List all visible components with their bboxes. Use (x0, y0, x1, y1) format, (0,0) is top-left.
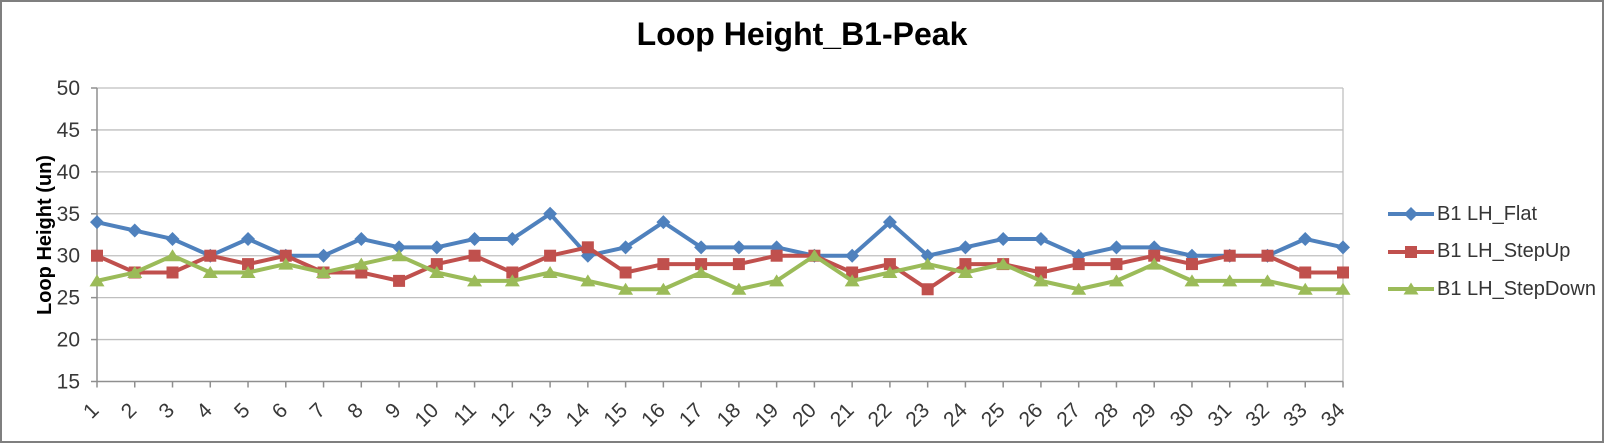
svg-text:8: 8 (343, 399, 368, 424)
legend-label: B1 LH_StepDown (1437, 277, 1596, 300)
svg-text:15: 15 (57, 371, 80, 394)
svg-text:9: 9 (381, 399, 406, 424)
svg-text:11: 11 (449, 399, 481, 431)
chart-title: Loop Height_B1-Peak (636, 16, 968, 52)
svg-text:6: 6 (268, 399, 293, 424)
svg-text:22: 22 (864, 399, 897, 432)
svg-text:13: 13 (524, 399, 557, 432)
legend: B1 LH_Flat B1 LH_StepUp B1 LH_StepDown (1388, 201, 1596, 314)
svg-text:34: 34 (1317, 399, 1350, 432)
svg-text:29: 29 (1128, 399, 1161, 432)
legend-item-stepup: B1 LH_StepUp (1388, 239, 1596, 265)
svg-text:26: 26 (1015, 399, 1048, 432)
legend-marker-stepdown-icon (1388, 282, 1434, 295)
svg-text:20: 20 (57, 329, 80, 352)
svg-text:24: 24 (939, 399, 972, 432)
svg-text:4: 4 (192, 399, 217, 424)
svg-text:16: 16 (637, 399, 670, 432)
svg-text:1: 1 (79, 399, 104, 424)
svg-text:10: 10 (411, 399, 444, 432)
svg-text:18: 18 (713, 399, 746, 432)
svg-text:33: 33 (1279, 399, 1312, 432)
legend-label: B1 LH_Flat (1437, 202, 1538, 225)
svg-text:30: 30 (57, 245, 80, 268)
svg-text:32: 32 (1241, 399, 1274, 432)
svg-text:40: 40 (57, 161, 80, 184)
svg-text:15: 15 (599, 399, 632, 432)
svg-text:21: 21 (826, 399, 859, 432)
svg-text:7: 7 (306, 399, 331, 424)
svg-text:30: 30 (1166, 399, 1199, 432)
svg-text:17: 17 (675, 399, 708, 432)
svg-text:3: 3 (155, 399, 180, 424)
legend-marker-stepup-icon (1388, 245, 1434, 258)
svg-text:25: 25 (57, 287, 80, 310)
legend-item-flat: B1 LH_Flat (1388, 201, 1596, 227)
svg-text:35: 35 (57, 203, 80, 226)
svg-text:27: 27 (1052, 399, 1085, 432)
svg-text:12: 12 (486, 399, 519, 432)
svg-text:50: 50 (57, 77, 80, 100)
svg-text:14: 14 (562, 399, 595, 432)
svg-text:5: 5 (230, 399, 255, 424)
svg-text:25: 25 (977, 399, 1010, 432)
svg-text:45: 45 (57, 119, 80, 142)
svg-text:19: 19 (750, 399, 783, 432)
legend-label: B1 LH_StepUp (1437, 240, 1571, 262)
svg-text:2: 2 (117, 399, 142, 424)
legend-item-stepdown: B1 LH_StepDown (1388, 276, 1596, 302)
svg-text:31: 31 (1203, 399, 1236, 432)
svg-text:28: 28 (1090, 399, 1123, 432)
svg-text:20: 20 (788, 399, 821, 432)
svg-text:23: 23 (901, 399, 934, 432)
legend-marker-flat-icon (1388, 207, 1434, 221)
